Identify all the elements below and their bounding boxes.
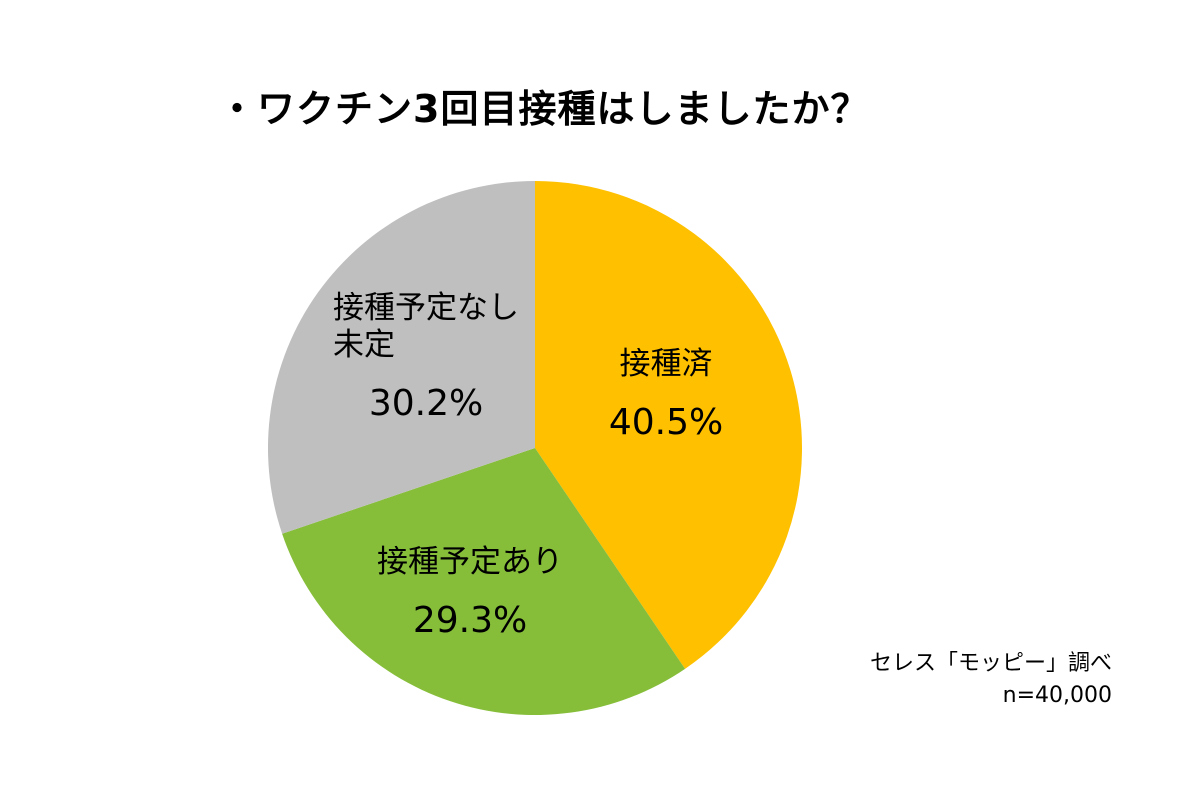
- pie-slice-not-planned: [267, 181, 535, 534]
- slice-label-text: 接種予定あり: [377, 544, 563, 580]
- pie-slice-vaccinated: [535, 181, 803, 669]
- slice-label-text-line2: 未定: [333, 327, 395, 364]
- footnote: セレス「モッピー」調べ n=40,000: [870, 648, 1112, 712]
- sample-size-note: n=40,000: [1002, 682, 1112, 708]
- slice-label-vaccinated: 接種済 40.5%: [609, 346, 723, 444]
- source-note: セレス「モッピー」調べ: [869, 651, 1112, 676]
- slice-label-text: 接種済: [619, 346, 713, 382]
- slice-label-not-planned: 接種予定なし 未定 30.2%: [333, 290, 519, 426]
- slice-value-label: 40.5%: [608, 402, 724, 444]
- chart-title: ・ワクチン3回目接種はしましたか？: [218, 87, 870, 131]
- pie-slice-planned: [282, 448, 686, 716]
- slice-label-text: 接種予定なし: [333, 290, 519, 326]
- slice-value-label: 29.3%: [412, 600, 528, 642]
- slice-value-label: 30.2%: [368, 383, 484, 425]
- slice-label-planned: 接種予定あり 29.3%: [377, 544, 563, 642]
